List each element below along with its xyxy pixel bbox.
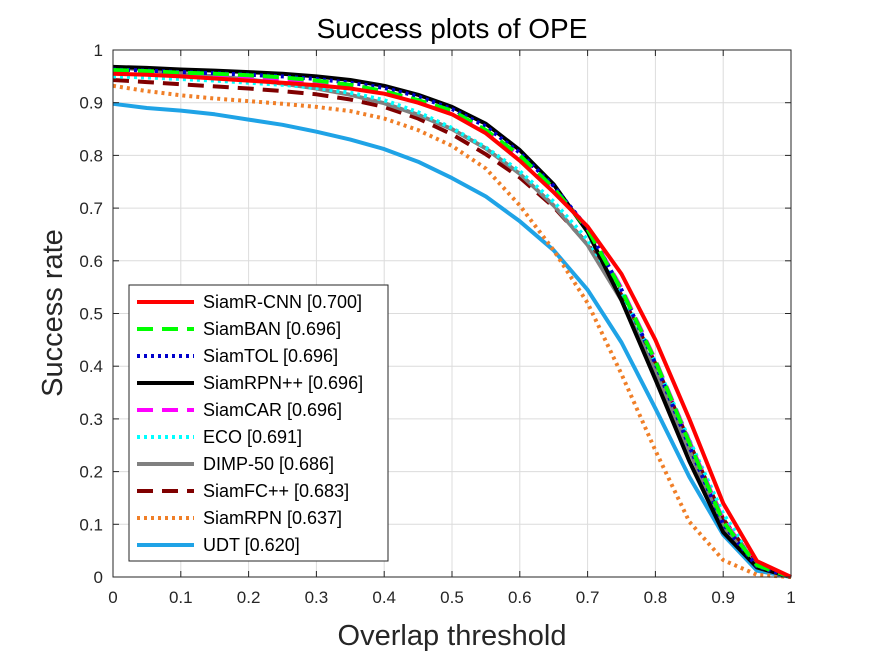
- x-tick-label: 0.9: [711, 588, 735, 607]
- legend-entry-label: SiamR-CNN [0.700]: [203, 292, 362, 312]
- legend-entry-label: SiamTOL [0.696]: [203, 346, 338, 366]
- series-line-udt: [112, 101, 792, 579]
- legend-entry-label: DIMP-50 [0.686]: [203, 454, 334, 474]
- series-line-siamrpn++: [112, 64, 792, 579]
- legend-entry-label: SiamRPN++ [0.696]: [203, 373, 363, 393]
- legend-entry-label: SiamBAN [0.696]: [203, 319, 341, 339]
- series-line-siamrpn: [112, 83, 792, 579]
- y-tick-label: 0: [94, 568, 103, 587]
- y-tick-label: 0.3: [79, 410, 103, 429]
- y-tick-label: 1: [94, 41, 103, 60]
- x-axis-label: Overlap threshold: [338, 620, 567, 652]
- x-tick-label: 0.1: [169, 588, 193, 607]
- y-tick-label: 0.7: [79, 199, 103, 218]
- series-line-siamr-cnn: [112, 71, 792, 579]
- y-tick-label: 0.1: [79, 515, 103, 534]
- y-tick-label: 0.4: [79, 357, 103, 376]
- x-tick-label: 0.6: [508, 588, 532, 607]
- y-tick-label: 0.6: [79, 252, 103, 271]
- legend-entry-label: ECO [0.691]: [203, 427, 302, 447]
- y-axis-label: Success rate: [37, 229, 69, 397]
- legend-entry-label: SiamCAR [0.696]: [203, 400, 342, 420]
- legend-entry-label: SiamRPN [0.637]: [203, 508, 342, 528]
- series-lines: [112, 64, 792, 579]
- x-tick-label: 0.8: [644, 588, 668, 607]
- x-tick-label: 0: [108, 588, 117, 607]
- series-line-siamban: [112, 68, 792, 579]
- x-tick-label: 0.5: [440, 588, 464, 607]
- legend-entry-label: UDT [0.620]: [203, 535, 300, 555]
- chart-title: Success plots of OPE: [317, 13, 588, 44]
- x-tick-label: 0.7: [576, 588, 600, 607]
- x-tick-label: 0.3: [305, 588, 329, 607]
- legend-entry-label: SiamFC++ [0.683]: [203, 481, 349, 501]
- legend: SiamR-CNN [0.700] SiamBAN [0.696] SiamTOL …: [128, 284, 389, 562]
- x-tick-label: 0.4: [372, 588, 396, 607]
- y-tick-label: 0.8: [79, 146, 103, 165]
- series-line-siamfc++: [112, 78, 792, 579]
- y-tick-label: 0.2: [79, 463, 103, 482]
- x-tick-label: 1: [786, 588, 795, 607]
- axis-ticks: 0 0.1 0.2 0.3 0.4 0.5 0.6 0.7 0.8 0.9 1 0 0.1 0.2 0.3 0…: [79, 41, 795, 607]
- y-tick-label: 0.5: [79, 305, 103, 324]
- y-tick-label: 0.9: [79, 94, 103, 113]
- series-line-eco: [112, 74, 792, 579]
- x-tick-label: 0.2: [237, 588, 261, 607]
